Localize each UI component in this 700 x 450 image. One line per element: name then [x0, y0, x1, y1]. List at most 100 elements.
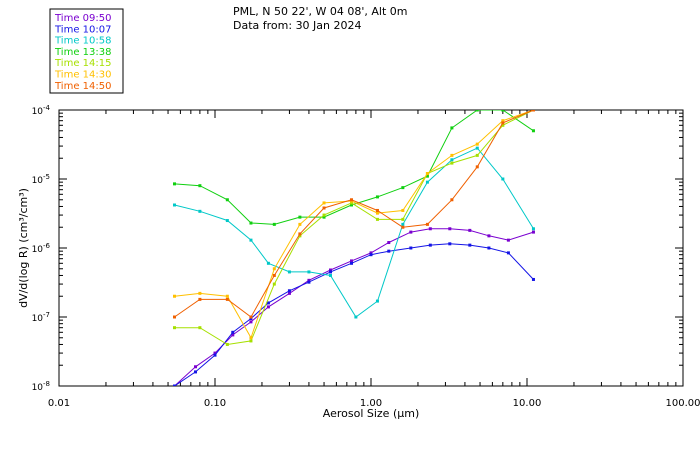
data-point [249, 221, 253, 225]
data-point [401, 222, 405, 226]
data-point [475, 153, 479, 157]
data-point [198, 184, 202, 188]
data-point [487, 246, 491, 250]
data-point [266, 261, 270, 265]
series-line [174, 110, 534, 340]
legend-entry: Time 14:50 [54, 81, 111, 92]
data-point [328, 268, 332, 272]
data-point [428, 243, 432, 247]
data-point [354, 315, 358, 319]
data-point [249, 320, 253, 324]
data-point [307, 278, 311, 282]
data-point [298, 232, 302, 236]
data-point [225, 198, 229, 202]
data-point [225, 342, 229, 346]
data-point [475, 146, 479, 150]
plot-frame [58, 109, 684, 387]
data-point [401, 186, 405, 190]
series-3 [172, 146, 535, 319]
data-point [249, 238, 253, 242]
data-point [266, 301, 270, 305]
data-point [425, 172, 429, 176]
data-point [272, 273, 276, 277]
data-point [425, 222, 429, 226]
data-point [448, 227, 452, 231]
data-point [468, 243, 472, 247]
data-point [531, 227, 535, 231]
data-point [468, 228, 472, 232]
data-point [198, 291, 202, 295]
data-point [172, 294, 176, 298]
data-point [475, 142, 479, 146]
x-tick-label: 0.10 [204, 398, 226, 409]
data-point [475, 165, 479, 169]
data-point [272, 282, 276, 286]
data-point [350, 259, 354, 263]
legend-entry: Time 14:30 [54, 70, 111, 81]
series-line [174, 110, 534, 318]
series-5 [172, 110, 535, 346]
data-point [172, 326, 176, 330]
axis-ticks: 0.01 0.10 1.00 10.00 100.00 10-8 10-7 10-6 10-5 1… [32, 104, 700, 409]
series-4 [172, 110, 535, 226]
data-point [487, 234, 491, 238]
data-point [531, 230, 535, 234]
data-point [328, 270, 332, 274]
series-7 [172, 110, 535, 319]
x-tick-label: 10.00 [513, 398, 542, 409]
legend-entry: Time 10:07 [54, 24, 111, 35]
data-point [387, 241, 391, 245]
data-point [506, 238, 510, 242]
data-point [194, 365, 198, 369]
data-point [450, 198, 454, 202]
data-point [350, 261, 354, 265]
data-point [272, 267, 276, 271]
data-point [172, 315, 176, 319]
data-point [409, 230, 413, 234]
legend-entry: Time 10:58 [54, 36, 111, 47]
series-1 [172, 227, 535, 386]
header-location: PML, N 50 22', W 04 08', Alt 0m [233, 5, 407, 18]
data-point [450, 161, 454, 165]
data-point [249, 317, 253, 321]
data-point [249, 315, 253, 319]
data-point [531, 110, 535, 112]
data-point [322, 213, 326, 217]
data-point [425, 174, 429, 178]
data-point [194, 370, 198, 374]
data-point [531, 129, 535, 133]
data-point [213, 351, 217, 355]
header-date: Data from: 30 Jan 2024 [233, 19, 362, 32]
x-tick-label: 100.00 [666, 398, 700, 409]
series-2 [172, 242, 535, 386]
data-point [298, 215, 302, 219]
data-point [198, 297, 202, 301]
data-point [475, 110, 479, 112]
y-tick-label: 10-8 [32, 380, 50, 393]
data-point [172, 384, 176, 386]
data-point [213, 353, 217, 357]
data-point [225, 297, 229, 301]
data-point [287, 291, 291, 295]
data-point [409, 246, 413, 250]
data-point [287, 270, 291, 274]
data-point [266, 305, 270, 309]
data-point [428, 227, 432, 231]
data-point [450, 153, 454, 157]
data-point [448, 242, 452, 246]
legend-entry: Time 09:50 [54, 13, 111, 24]
data-point [225, 294, 229, 298]
data-point [375, 299, 379, 303]
series-line [174, 243, 534, 386]
data-point [322, 215, 326, 219]
data-point [387, 249, 391, 253]
y-tick-label: 10-4 [32, 104, 51, 117]
y-tick-label: 10-5 [32, 173, 50, 186]
legend-entry: Time 13:38 [54, 47, 111, 58]
data-point [231, 330, 235, 334]
data-point [401, 225, 405, 229]
data-point [225, 219, 229, 223]
data-point [375, 217, 379, 221]
